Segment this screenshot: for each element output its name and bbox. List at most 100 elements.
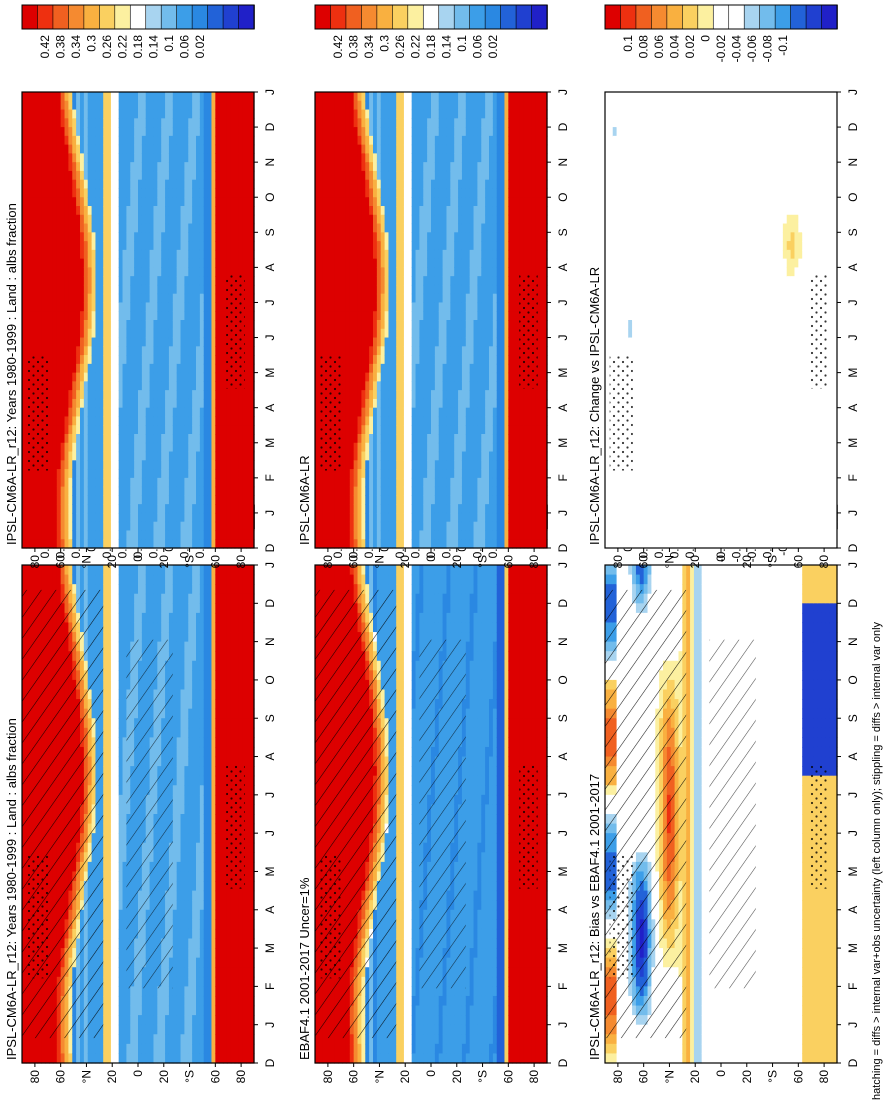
heatmap-cell <box>103 891 107 901</box>
heatmap-cell <box>111 871 115 881</box>
heatmap-cell <box>123 929 127 939</box>
heatmap-cell <box>416 603 420 613</box>
heatmap-cell <box>177 1034 181 1044</box>
heatmap-cell <box>153 594 157 604</box>
heatmap-cell <box>208 642 212 652</box>
heatmap-cell <box>358 1044 362 1054</box>
heatmap-cell <box>235 1034 239 1044</box>
heatmap-cell <box>107 1053 111 1063</box>
heatmap-cell <box>427 584 431 594</box>
heatmap-cell <box>227 1025 231 1035</box>
heatmap-cell <box>115 986 119 996</box>
heatmap-cell <box>53 575 57 585</box>
heatmap-cell <box>400 929 404 939</box>
heatmap-cell <box>412 910 416 920</box>
heatmap-cell <box>204 632 208 642</box>
heatmap-cell <box>196 575 200 585</box>
heatmap-cell <box>408 996 412 1006</box>
lat-tick-label: 80 <box>234 1070 248 1084</box>
heatmap-cell <box>408 852 412 862</box>
heatmap-cell <box>126 1034 130 1044</box>
month-tick-label: A <box>263 753 277 761</box>
heatmap-cell <box>211 776 215 786</box>
heatmap-cell <box>72 575 76 585</box>
heatmap-cell <box>396 852 400 862</box>
heatmap-cell <box>223 1015 227 1025</box>
heatmap-cell <box>200 919 204 929</box>
heatmap-cell <box>173 910 177 920</box>
heatmap-cell <box>134 1025 138 1035</box>
heatmap-cell <box>146 1034 150 1044</box>
heatmap-cell <box>219 718 223 728</box>
heatmap-cell <box>215 1015 219 1025</box>
heatmap-cell <box>246 871 250 881</box>
heatmap-cell <box>111 690 115 700</box>
heatmap-cell <box>196 1044 200 1054</box>
heatmap-cell <box>239 680 243 690</box>
heatmap-cell <box>204 747 208 757</box>
heatmap-cell <box>103 986 107 996</box>
heatmap-cell <box>246 632 250 642</box>
heatmap-cell <box>107 804 111 814</box>
heatmap-cell <box>381 1044 385 1054</box>
heatmap-cell <box>208 613 212 623</box>
heatmap-cell <box>123 843 127 853</box>
heatmap-cell <box>103 613 107 623</box>
heatmap-cell <box>111 977 115 987</box>
heatmap-cell <box>134 1044 138 1054</box>
heatmap-cell <box>219 939 223 949</box>
heatmap-cell <box>400 891 404 901</box>
heatmap-cell <box>235 900 239 910</box>
heatmap-cell <box>396 948 400 958</box>
heatmap-cell <box>435 1006 439 1016</box>
heatmap-cell <box>235 632 239 642</box>
heatmap-cell <box>412 670 416 680</box>
heatmap-cell <box>412 766 416 776</box>
heatmap-cell <box>219 1034 223 1044</box>
heatmap-cell <box>134 594 138 604</box>
heatmap-cell <box>169 575 173 585</box>
heatmap-cell <box>227 1015 231 1025</box>
heatmap-cell <box>95 565 99 575</box>
heatmap-cell <box>196 804 200 814</box>
heatmap-cell <box>169 594 173 604</box>
heatmap-cell <box>192 680 196 690</box>
heatmap-cell <box>181 1006 185 1016</box>
heatmap-cell <box>173 958 177 968</box>
heatmap-cell <box>235 996 239 1006</box>
heatmap-cell <box>184 690 188 700</box>
heatmap-cell <box>416 747 420 757</box>
heatmap-cell <box>173 977 177 987</box>
heatmap-cell <box>111 594 115 604</box>
heatmap-cell <box>200 690 204 700</box>
heatmap-cell <box>119 709 123 719</box>
heatmap-cell <box>239 642 243 652</box>
heatmap-cell <box>219 603 223 613</box>
heatmap-cell <box>239 1034 243 1044</box>
heatmap-cell <box>408 833 412 843</box>
heatmap-cell <box>115 910 119 920</box>
heatmap-cell <box>181 613 185 623</box>
heatmap-cell <box>153 1015 157 1025</box>
heatmap-cell <box>404 776 408 786</box>
heatmap-cell <box>103 747 107 757</box>
heatmap-cell <box>396 824 400 834</box>
heatmap-cell <box>111 804 115 814</box>
heatmap-cell <box>246 584 250 594</box>
heatmap-cell <box>107 1006 111 1016</box>
heatmap-cell <box>246 747 250 757</box>
heatmap-cell <box>392 1053 396 1063</box>
heatmap-cell <box>223 1034 227 1044</box>
heatmap-cell <box>126 565 130 575</box>
heatmap-cell <box>431 622 435 632</box>
heatmap-cell <box>416 986 420 996</box>
heatmap-cell <box>231 1006 235 1016</box>
heatmap-cell <box>396 757 400 767</box>
heatmap-cell <box>208 929 212 939</box>
heatmap-cell <box>65 1044 69 1054</box>
heatmap-cell <box>165 1034 169 1044</box>
heatmap-cell <box>204 785 208 795</box>
lat-tick-label: 80 <box>28 1070 42 1084</box>
heatmap-cell <box>412 919 416 929</box>
heatmap-cell <box>95 1053 99 1063</box>
